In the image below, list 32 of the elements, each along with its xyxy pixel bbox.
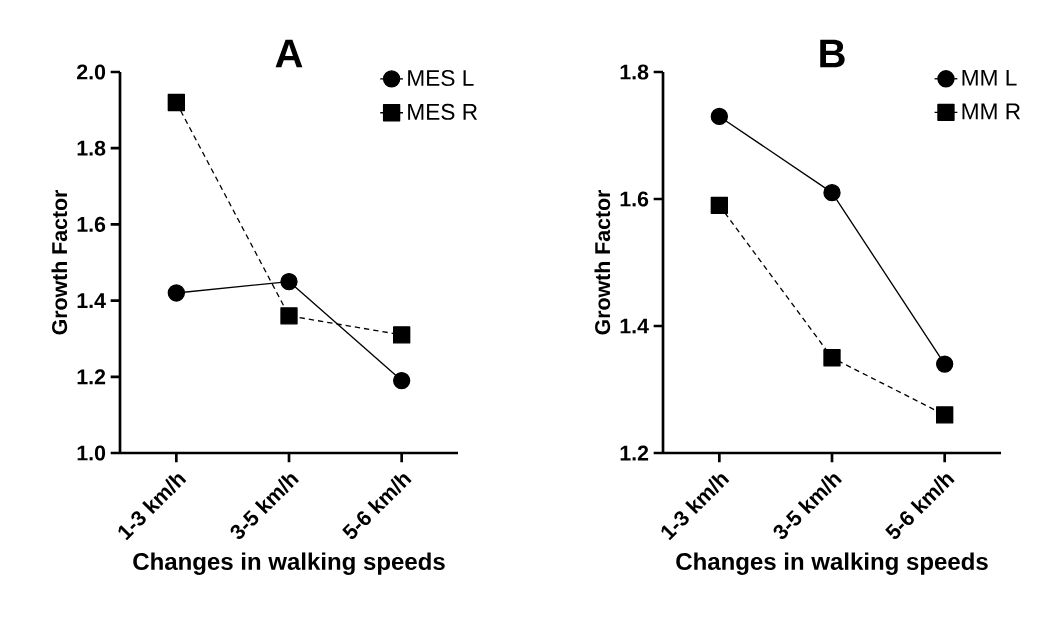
y-tick-label: 2.0 (77, 64, 106, 80)
point (823, 349, 841, 367)
point (393, 326, 411, 344)
y-axis-title: Growth Factor (51, 189, 68, 335)
point (936, 355, 954, 373)
y-tick-label: 1.0 (77, 445, 106, 461)
point (393, 371, 411, 390)
chart-title: B (820, 39, 845, 68)
legend-label: MM R (962, 103, 1021, 120)
x-axis-title: Changes in walking speeds (133, 552, 445, 575)
point (823, 183, 841, 202)
y-tick-label: 1.6 (77, 216, 106, 232)
point (710, 196, 729, 215)
point (280, 307, 298, 325)
point (167, 284, 186, 302)
point (710, 107, 729, 126)
legend-label: MES L (408, 69, 474, 87)
legend-label: MES R (408, 103, 478, 120)
point (936, 406, 954, 424)
legend-label: MM L (962, 69, 1017, 86)
y-tick-label: 1.8 (77, 140, 106, 156)
y-tick-label: 1.4 (620, 318, 649, 334)
point (167, 93, 186, 112)
y-tick-label: 1.2 (620, 445, 649, 461)
y-tick-label: 1.6 (620, 191, 649, 207)
x-axis-title: Changes in walking speeds (676, 552, 988, 575)
y-axis-title: Growth Factor (594, 189, 611, 335)
point (280, 272, 298, 291)
y-tick-label: 1.8 (620, 64, 649, 80)
chart-title: A (275, 39, 303, 68)
y-tick-label: 1.2 (77, 369, 106, 385)
y-tick-label: 1.4 (77, 293, 106, 308)
